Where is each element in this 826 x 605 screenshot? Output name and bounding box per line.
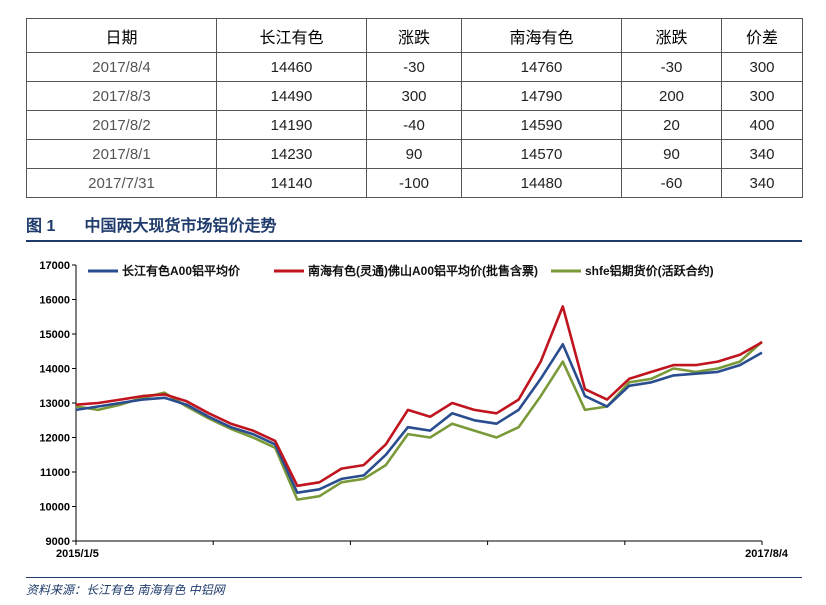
nanhai-price-cell: 14590 — [461, 110, 622, 140]
nanhai-price-cell: 14480 — [461, 168, 622, 198]
caption-divider — [26, 240, 802, 242]
series-line-1 — [75, 305, 763, 488]
header-date: 日期 — [26, 18, 217, 53]
changjiang-change-cell: 90 — [366, 139, 462, 169]
legend-label: shfe铝期货价(活跃合约) — [585, 263, 714, 278]
header-change-nanhai: 涨跌 — [621, 18, 722, 53]
nanhai-price-cell: 14760 — [461, 52, 622, 82]
date-cell: 2017/8/3 — [26, 81, 217, 111]
table-header-row: 日期 长江有色 涨跌 南海有色 涨跌 价差 — [26, 18, 803, 53]
series-line-0 — [75, 343, 763, 494]
changjiang-price-cell: 14140 — [216, 168, 367, 198]
table-row: 2017/8/1 14230 90 14570 90 340 — [26, 139, 803, 169]
figure-title: 中国两大现货市场铝价走势 — [84, 218, 277, 235]
nanhai-change-cell: 20 — [621, 110, 722, 140]
changjiang-price-cell: 14490 — [216, 81, 367, 111]
series-line-2 — [75, 340, 763, 501]
spread-cell: 340 — [721, 139, 803, 169]
changjiang-change-cell: 300 — [366, 81, 462, 111]
aluminium-price-chart: 9000 10000 11000 12000 13000 14000 15000 16000 1… — [39, 260, 789, 560]
nanhai-price-cell: 14570 — [461, 139, 622, 169]
date-cell: 2017/8/2 — [26, 110, 217, 140]
y-tick-label: 10000 — [39, 502, 70, 514]
date-cell: 2017/7/31 — [26, 168, 217, 198]
table-row: 2017/8/2 14190 -40 14590 20 400 — [26, 110, 803, 140]
changjiang-change-cell: -30 — [366, 52, 462, 82]
spread-cell: 400 — [721, 110, 803, 140]
y-tick-label: 15000 — [39, 329, 70, 341]
nanhai-price-cell: 14790 — [461, 81, 622, 111]
changjiang-change-cell: -100 — [366, 168, 462, 198]
y-tick-label: 17000 — [39, 260, 70, 272]
header-nanhai: 南海有色 — [461, 18, 622, 53]
spread-cell: 300 — [721, 81, 803, 111]
source-note: 资料来源：长江有色 南海有色 中铝网 — [26, 583, 225, 597]
spread-cell: 300 — [721, 52, 803, 82]
y-tick-label: 9000 — [46, 536, 70, 548]
changjiang-price-cell: 14460 — [216, 52, 367, 82]
date-cell: 2017/8/1 — [26, 139, 217, 169]
nanhai-change-cell: 90 — [621, 139, 722, 169]
legend-label: 长江有色A00铝平均价 — [122, 263, 241, 278]
changjiang-price-cell: 14190 — [216, 110, 367, 140]
header-spread: 价差 — [721, 18, 803, 53]
table-row: 2017/8/4 14460 -30 14760 -30 300 — [26, 52, 803, 82]
x-tick-label: 2015/1/5 — [56, 548, 99, 560]
legend-label: 南海有色(灵通)佛山A00铝平均价(批售含票) — [308, 263, 538, 278]
y-tick-label: 12000 — [39, 433, 70, 445]
header-change-changjiang: 涨跌 — [366, 18, 462, 53]
changjiang-price-cell: 14230 — [216, 139, 367, 169]
y-tick-label: 13000 — [39, 398, 70, 410]
y-tick-label: 11000 — [40, 467, 70, 479]
x-tick-label: 2017/8/4 — [745, 548, 789, 560]
nanhai-change-cell: -30 — [621, 52, 722, 82]
figure-caption: 图 1 中国两大现货市场铝价走势 — [26, 212, 276, 236]
source-divider — [26, 577, 802, 578]
date-cell: 2017/8/4 — [26, 52, 217, 82]
y-tick-label: 14000 — [39, 364, 70, 376]
figure-number: 图 1 — [26, 218, 56, 235]
nanhai-change-cell: 200 — [621, 81, 722, 111]
table-row: 2017/8/3 14490 300 14790 200 300 — [26, 81, 803, 111]
nanhai-change-cell: -60 — [621, 168, 722, 198]
changjiang-change-cell: -40 — [366, 110, 462, 140]
table-row: 2017/7/31 14140 -100 14480 -60 340 — [26, 168, 803, 198]
price-table: 日期 长江有色 涨跌 南海有色 涨跌 价差 2017/8/4 14460 -30… — [26, 18, 803, 198]
y-tick-label: 16000 — [39, 295, 70, 307]
spread-cell: 340 — [721, 168, 803, 198]
header-changjiang: 长江有色 — [216, 18, 367, 53]
